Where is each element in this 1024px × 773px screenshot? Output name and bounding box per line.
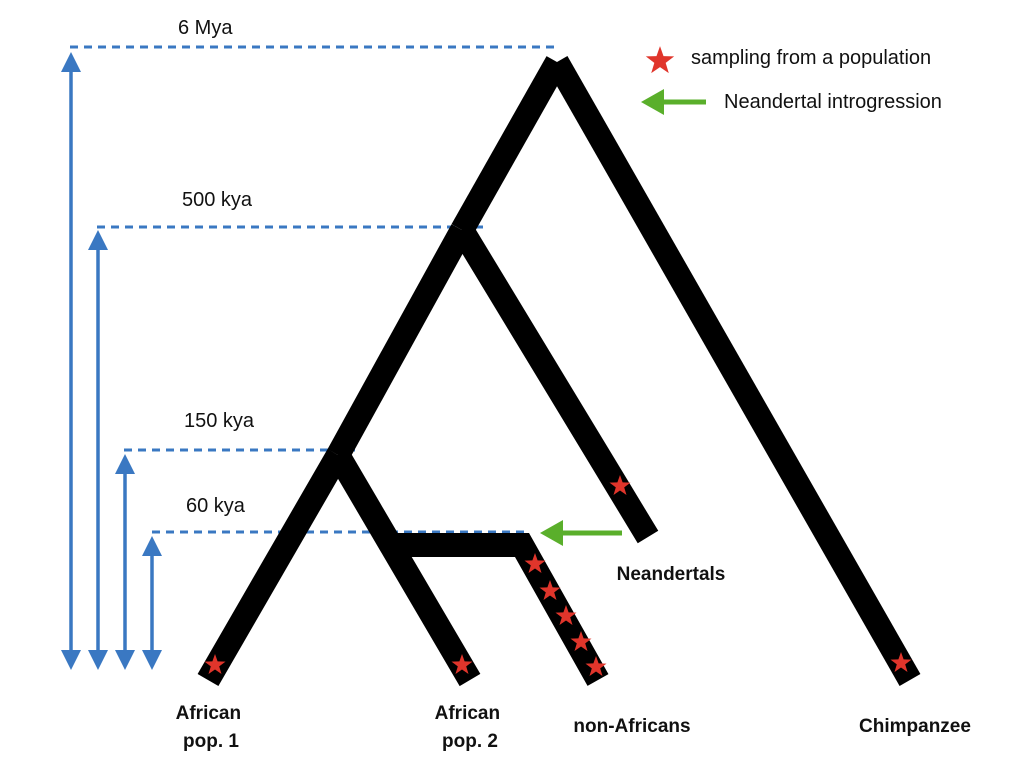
leaf-label-african1-line2: pop. 1 (183, 731, 239, 752)
legend-introgression-label: Neandertal introgression (724, 91, 942, 113)
arrow-left-icon (641, 89, 664, 115)
arrowhead-down-150kya (115, 650, 135, 670)
arrow-left-icon (540, 520, 563, 546)
time-label-150kya: 150 kya (184, 410, 255, 432)
arrowhead-down-60kya (142, 650, 162, 670)
branch-hominin-to-neandertals (451, 223, 659, 544)
leaf-label-african2: African pop. 2 (435, 703, 506, 752)
leaf-label-african2-line1: African (435, 703, 500, 724)
time-arrows (69, 68, 154, 655)
arrowhead-up-6mya (61, 52, 81, 72)
time-label-500kya: 500 kya (182, 189, 253, 211)
leaf-label-african2-line2: pop. 2 (442, 731, 498, 752)
branch-root-to-hominin (451, 56, 568, 236)
leaf-label-african1-line1: African (176, 703, 241, 724)
arrowhead-up-150kya (115, 454, 135, 474)
time-lines (70, 45, 557, 534)
time-arrowheads (61, 52, 162, 670)
arrowhead-down-6mya (61, 650, 81, 670)
arrowhead-up-60kya (142, 536, 162, 556)
arrowhead-up-500kya (88, 230, 108, 250)
star-icon (645, 46, 675, 74)
introgression-arrow (540, 520, 622, 546)
arrowhead-down-500kya (88, 650, 108, 670)
branch-african2-to-nonafricans (394, 533, 609, 686)
leaf-label-non-africans: non-Africans (573, 716, 690, 737)
time-label-6mya: 6 Mya (178, 17, 233, 39)
branch-root-to-chimpanzee (546, 56, 921, 686)
tree-branches (197, 56, 921, 687)
leaf-label-chimpanzee: Chimpanzee (859, 716, 971, 737)
branch-modern-to-african2 (327, 448, 481, 687)
leaf-label-neandertals: Neandertals (617, 564, 726, 585)
branch-hominin-to-modern (327, 224, 473, 461)
legend-sampling-label: sampling from a population (691, 47, 931, 69)
leaf-label-african1: African pop. 1 (176, 703, 247, 752)
legend: sampling from a population Neandertal in… (641, 46, 942, 115)
time-label-60kya: 60 kya (186, 495, 246, 517)
branch-modern-to-african1 (197, 448, 349, 687)
